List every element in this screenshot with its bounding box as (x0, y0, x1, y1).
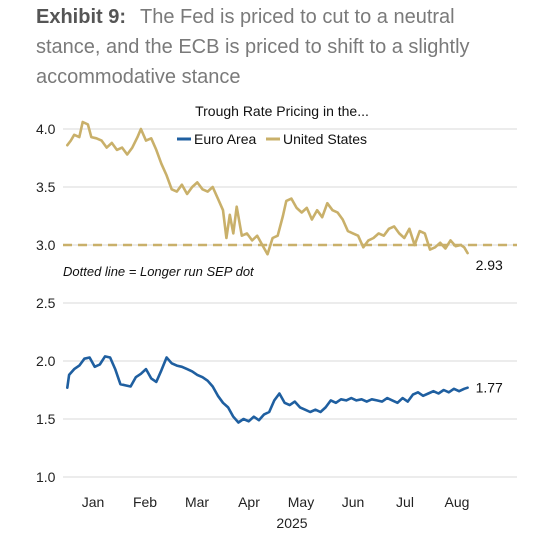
y-tick-label: 2.0 (36, 353, 56, 369)
x-tick-label: May (288, 494, 314, 510)
exhibit-caption: The Fed is priced to cut to a neutral st… (36, 6, 470, 88)
y-tick-label: 1.5 (36, 411, 56, 427)
legend-label: Euro Area (194, 131, 256, 147)
end-value-label: 2.93 (476, 257, 503, 273)
legend-label: United States (283, 131, 367, 147)
end-labels: 1.77 2.93 (476, 257, 503, 396)
series-line-united-states (66, 120, 469, 256)
reference-line-annotation: Dotted line = Longer run SEP dot (63, 264, 255, 279)
chart-title: Trough Rate Pricing in the... (195, 103, 369, 119)
x-tick-label: Jul (396, 494, 414, 510)
y-tick-label: 1.0 (36, 469, 56, 485)
y-tick-label: 3.0 (36, 237, 56, 253)
exhibit-heading: Exhibit 9: The Fed is priced to cut to a … (36, 2, 516, 92)
y-tick-label: 3.5 (36, 179, 56, 195)
x-tick-label: Apr (238, 494, 260, 510)
y-axis: 1.0 1.5 2.0 2.5 3.0 3.5 4.0 (36, 121, 56, 485)
x-tick-label: Mar (185, 494, 209, 510)
y-tick-label: 4.0 (36, 121, 56, 137)
x-tick-label: Aug (445, 494, 470, 510)
x-axis-year-label: 2025 (276, 515, 307, 531)
end-value-label: 1.77 (476, 380, 503, 396)
exhibit-label: Exhibit 9: (36, 6, 127, 28)
x-axis: Jan Feb Mar Apr May Jun Jul Aug (82, 494, 470, 510)
legend: Euro Area United States (177, 131, 367, 147)
x-tick-label: Feb (133, 494, 157, 510)
grid (63, 128, 517, 478)
series-line-euro-area (66, 355, 469, 424)
x-tick-label: Jun (342, 494, 365, 510)
series-lines (66, 120, 469, 424)
x-tick-label: Jan (82, 494, 105, 510)
y-tick-label: 2.5 (36, 295, 56, 311)
